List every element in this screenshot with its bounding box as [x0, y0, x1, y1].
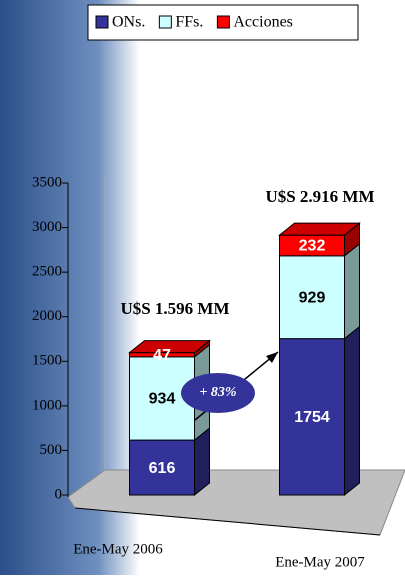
bar-top — [278, 222, 361, 236]
total-label: U$S 1.596 MM — [120, 299, 229, 318]
growth-label: + 83% — [199, 385, 236, 400]
y-tick-label: 500 — [40, 442, 63, 458]
y-tick-label: 2500 — [32, 264, 62, 280]
legend-label: Acciones — [233, 14, 293, 31]
bar-segment — [279, 255, 345, 340]
arrow-head — [266, 352, 278, 363]
bar-top — [128, 340, 211, 354]
y-tick-label: 2000 — [32, 308, 62, 324]
growth-ellipse — [181, 373, 255, 413]
legend-items: ONs. FFs. Acciones — [95, 14, 293, 31]
value-label: 616 — [149, 460, 176, 477]
legend-swatch — [216, 15, 230, 29]
y-tick-label: 3500 — [32, 174, 62, 190]
total-label: U$S 2.916 MM — [265, 187, 374, 206]
x-axis — [74, 507, 381, 536]
legend-swatch — [95, 15, 109, 29]
bar-side — [344, 325, 360, 497]
bar-side — [344, 242, 360, 340]
value-label: 47 — [153, 347, 171, 364]
value-label: 1754 — [294, 409, 330, 426]
legend-label: FFs. — [175, 14, 203, 31]
y-tick-label: 3000 — [32, 219, 62, 235]
legend-swatch — [158, 15, 172, 29]
value-label: 232 — [299, 238, 326, 255]
y-tick-label: 1500 — [32, 353, 62, 369]
value-label: 929 — [299, 289, 326, 306]
y-tick-label: 1000 — [32, 397, 62, 413]
bar-segment — [279, 338, 345, 496]
x-tick-label: Ene-May 2006 — [73, 541, 163, 557]
value-label: 934 — [149, 391, 176, 408]
x-tick-label: Ene-May 2007 — [275, 554, 365, 570]
y-tick-label: 0 — [55, 486, 63, 502]
legend-label: ONs. — [112, 14, 145, 31]
